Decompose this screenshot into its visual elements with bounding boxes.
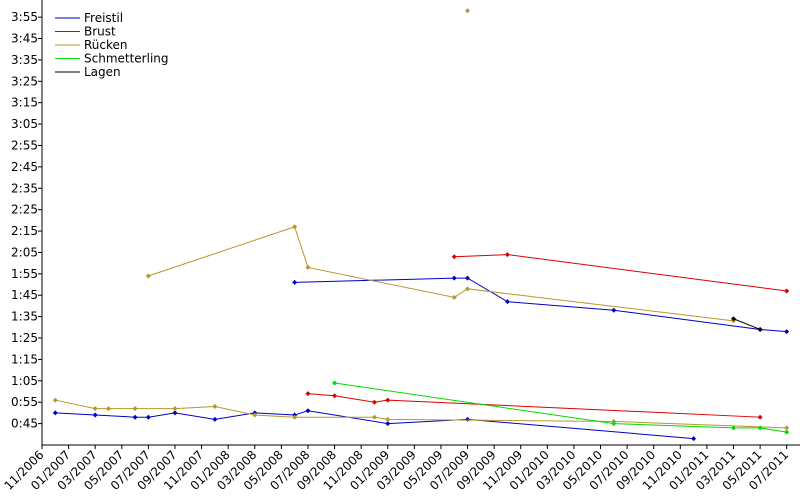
y-tick-label: 3:45	[11, 32, 38, 46]
point	[451, 275, 457, 281]
point	[784, 288, 790, 294]
point	[212, 416, 218, 422]
point	[757, 425, 763, 431]
point	[292, 279, 298, 285]
point	[451, 294, 457, 300]
point	[292, 224, 298, 230]
y-tick-label: 1:25	[11, 331, 38, 345]
point	[504, 252, 510, 258]
point	[757, 326, 763, 332]
series-line	[733, 318, 761, 330]
legend-label: Freistil	[84, 11, 123, 25]
point	[92, 412, 98, 418]
point	[172, 410, 178, 416]
y-tick-label: 2:05	[11, 245, 38, 259]
point	[731, 316, 737, 322]
point	[465, 275, 471, 281]
point	[731, 425, 737, 431]
series-line	[55, 226, 787, 429]
y-tick-label: 1:55	[11, 267, 38, 281]
point	[691, 436, 697, 442]
legend-label: Brust	[84, 25, 116, 39]
point	[332, 393, 338, 399]
point	[292, 414, 298, 420]
point	[145, 414, 151, 420]
point	[757, 414, 763, 420]
point	[465, 286, 471, 292]
point	[465, 416, 471, 422]
y-tick-label: 3:05	[11, 117, 38, 131]
point	[385, 416, 391, 422]
point	[105, 406, 111, 412]
point	[332, 380, 338, 386]
y-tick-label: 2:45	[11, 160, 38, 174]
point	[52, 410, 58, 416]
point	[145, 273, 151, 279]
point	[611, 421, 617, 427]
point	[385, 421, 391, 427]
point	[305, 391, 311, 397]
point	[611, 307, 617, 313]
y-tick-label: 3:25	[11, 74, 38, 88]
y-tick-label: 1:05	[11, 374, 38, 388]
point	[371, 399, 377, 405]
point	[52, 397, 58, 403]
point	[212, 403, 218, 409]
point	[132, 406, 138, 412]
y-tick-label: 2:55	[11, 138, 38, 152]
y-tick-label: 3:55	[11, 10, 38, 24]
legend-label: Schmetterling	[84, 52, 169, 66]
y-tick-label: 3:15	[11, 96, 38, 110]
y-tick-label: 1:45	[11, 288, 38, 302]
point	[305, 408, 311, 414]
point	[371, 414, 377, 420]
y-tick-label: 2:35	[11, 181, 38, 195]
y-tick-label: 3:35	[11, 53, 38, 67]
point	[252, 412, 258, 418]
point	[172, 406, 178, 412]
point	[784, 329, 790, 335]
point	[504, 299, 510, 305]
legend-label: Rücken	[84, 38, 128, 52]
y-tick-label: 2:25	[11, 203, 38, 217]
y-tick-label: 0:55	[11, 395, 38, 409]
series-line	[55, 277, 787, 440]
point	[451, 254, 457, 260]
point	[385, 397, 391, 403]
y-tick-label: 1:15	[11, 352, 38, 366]
point	[132, 414, 138, 420]
legend-label: Lagen	[84, 65, 121, 79]
point	[784, 429, 790, 435]
y-tick-label: 0:45	[11, 417, 38, 431]
point	[784, 425, 790, 431]
point	[92, 406, 98, 412]
y-tick-label: 1:35	[11, 310, 38, 324]
point	[305, 264, 311, 270]
y-tick-label: 2:15	[11, 224, 38, 238]
series-line	[307, 254, 787, 418]
point	[465, 8, 471, 14]
